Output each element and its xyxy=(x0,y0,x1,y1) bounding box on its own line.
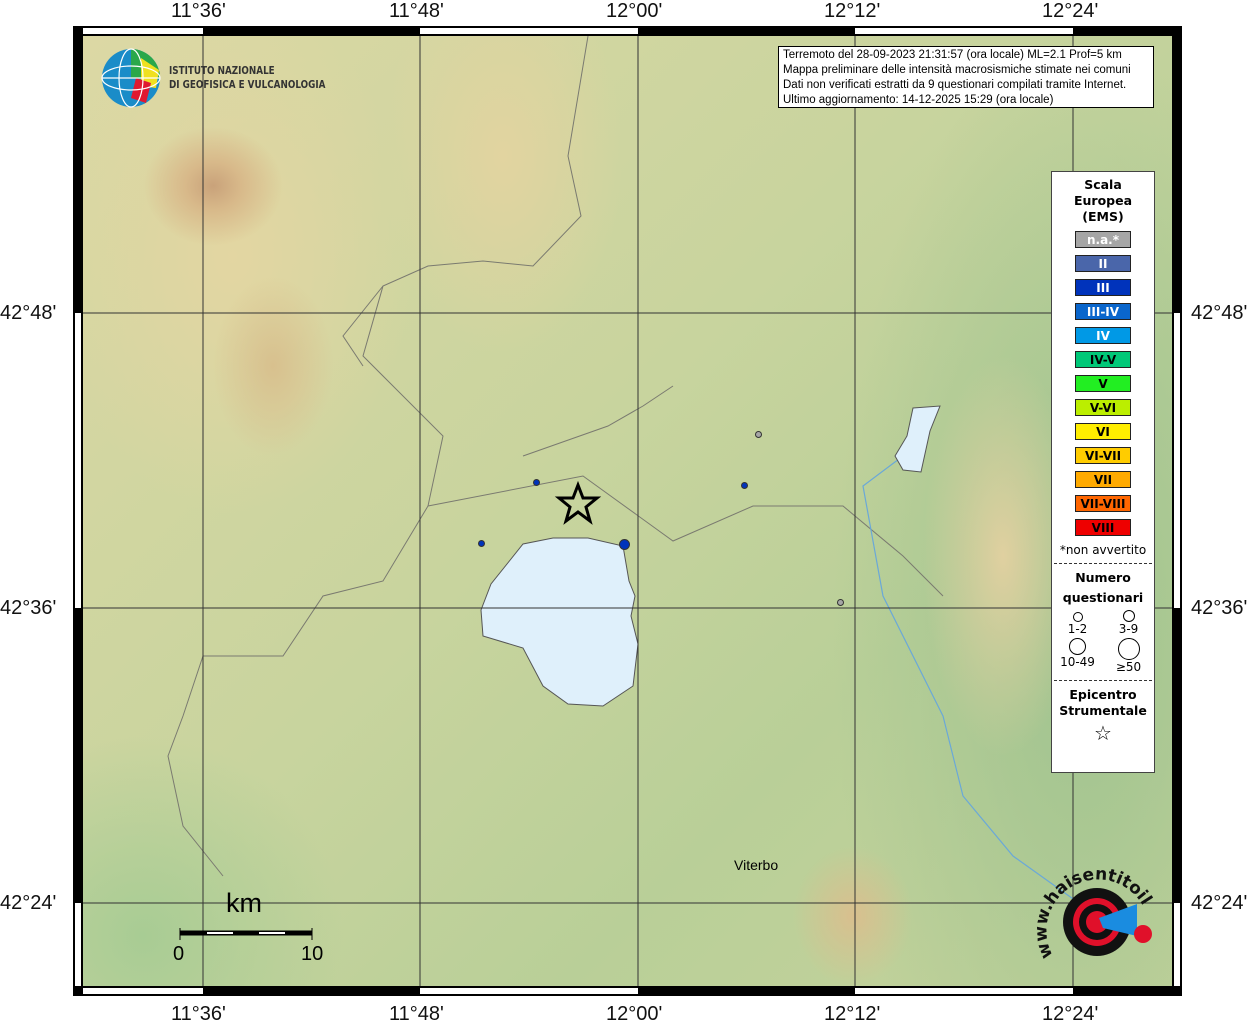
logo-text-2: DI GEOFISICA E VULCANOLOGIA xyxy=(169,78,326,91)
lon-label-top: 12°00' xyxy=(606,0,663,22)
grid-lines xyxy=(83,36,1172,986)
lon-label-bottom: 12°24' xyxy=(1042,1003,1099,1025)
info-line: Ultimo aggiornamento: 14-12-2025 15:29 (… xyxy=(783,94,1054,106)
legend-title: Scala xyxy=(1084,177,1122,192)
ems-swatch-iv: IV xyxy=(1075,327,1131,344)
intensity-point[interactable] xyxy=(619,539,630,550)
epicentre-title: Epicentro xyxy=(1069,687,1137,702)
lon-label-bottom: 11°48' xyxy=(389,1003,444,1025)
lon-label-bottom: 12°12' xyxy=(824,1003,881,1025)
lon-label-top: 12°24' xyxy=(1042,0,1099,22)
epicentre-title: Strumentale xyxy=(1059,703,1147,718)
ems-swatch-vii: VII xyxy=(1075,471,1131,488)
ems-swatch-iv-v: IV-V xyxy=(1075,351,1131,368)
scale-min: 0 xyxy=(173,943,185,965)
lon-label-bottom: 12°00' xyxy=(606,1003,663,1025)
ems-swatch-viii: VIII xyxy=(1075,519,1131,536)
count-50: ≥50 xyxy=(1103,638,1154,674)
intensity-point[interactable] xyxy=(478,540,485,547)
lon-label-bottom: 11°36' xyxy=(171,1003,226,1025)
ems-swatch-v: V xyxy=(1075,375,1131,392)
legend-title: (EMS) xyxy=(1082,209,1124,224)
scale-unit: km xyxy=(226,888,262,918)
ems-swatch-iii-iv: III-IV xyxy=(1075,303,1131,320)
ems-swatch-vii-viii: VII-VIII xyxy=(1075,495,1131,512)
scale-max: 10 xyxy=(301,943,324,965)
ems-swatch-vi-vii: VI-VII xyxy=(1075,447,1131,464)
river xyxy=(862,455,1084,907)
info-line: Terremoto del 28-09-2023 21:31:57 (ora l… xyxy=(783,49,1122,61)
ems-swatch-n-a-: n.a.* xyxy=(1075,231,1131,248)
admin-boundaries xyxy=(167,36,944,877)
info-line: Mappa preliminare delle intensità macros… xyxy=(783,64,1131,76)
info-line: Dati non verificati estratti da 9 questi… xyxy=(783,79,1127,91)
lake-bolsena xyxy=(480,537,639,707)
intensity-point[interactable] xyxy=(741,482,748,489)
lat-label-left: 42°48' xyxy=(0,302,57,324)
count-title: Numero xyxy=(1075,570,1131,585)
intensity-point[interactable] xyxy=(533,479,540,486)
count-1-2: 1-2 xyxy=(1052,610,1103,636)
count-title: questionari xyxy=(1062,590,1144,605)
map-canvas[interactable]: Viterbo km 0 10 ISTITUTO NAZIONALE DI GE… xyxy=(83,36,1172,986)
ingv-logo: ISTITUTO NAZIONALE DI GEOFISICA E VULCAN… xyxy=(101,48,331,110)
ems-swatch-iii: III xyxy=(1075,279,1131,296)
event-info-box: Terremoto del 28-09-2023 21:31:57 (ora l… xyxy=(778,46,1154,108)
lat-label-left: 42°36' xyxy=(0,597,57,619)
map-overlay xyxy=(83,36,1172,986)
lake-small xyxy=(894,405,941,473)
lon-label-top: 11°36' xyxy=(171,0,226,22)
epicentre-star-icon[interactable] xyxy=(554,480,602,525)
legend-title: Europea xyxy=(1073,193,1133,208)
lat-label-right: 42°48' xyxy=(1191,302,1248,324)
star-icon: ☆ xyxy=(1094,721,1112,745)
ems-swatch-v-vi: V-VI xyxy=(1075,399,1131,416)
lat-label-right: 42°36' xyxy=(1191,597,1248,619)
lat-label-left: 42°24' xyxy=(0,892,57,914)
legend-note: *non avvertito xyxy=(1059,543,1147,557)
intensity-point[interactable] xyxy=(755,431,762,438)
logo-text-1: ISTITUTO NAZIONALE xyxy=(169,64,275,77)
haisentito-logo: www.haisentitoilterremoto.it xyxy=(1024,841,1155,976)
count-3-9: 3-9 xyxy=(1103,610,1154,636)
place-label-viterbo: Viterbo xyxy=(734,857,779,873)
lon-label-top: 11°48' xyxy=(389,0,444,22)
scale-bar xyxy=(179,928,313,940)
ems-swatch-ii: II xyxy=(1075,255,1131,272)
legend: Scala Europea (EMS) n.a.* II III III-IV IV IV… xyxy=(1051,171,1155,773)
ems-swatches: n.a.* II III III-IV IV IV-V V V-VI VI VI-VII VII VI… xyxy=(1052,231,1154,536)
lon-label-top: 12°12' xyxy=(824,0,881,22)
count-10-49: 10-49 xyxy=(1052,638,1103,674)
lat-label-right: 42°24' xyxy=(1191,892,1248,914)
target-icon: www.haisentitoilterremoto.it xyxy=(1024,841,1155,961)
globe-icon xyxy=(101,48,161,108)
intensity-point[interactable] xyxy=(837,599,844,606)
ems-swatch-vi: VI xyxy=(1075,423,1131,440)
